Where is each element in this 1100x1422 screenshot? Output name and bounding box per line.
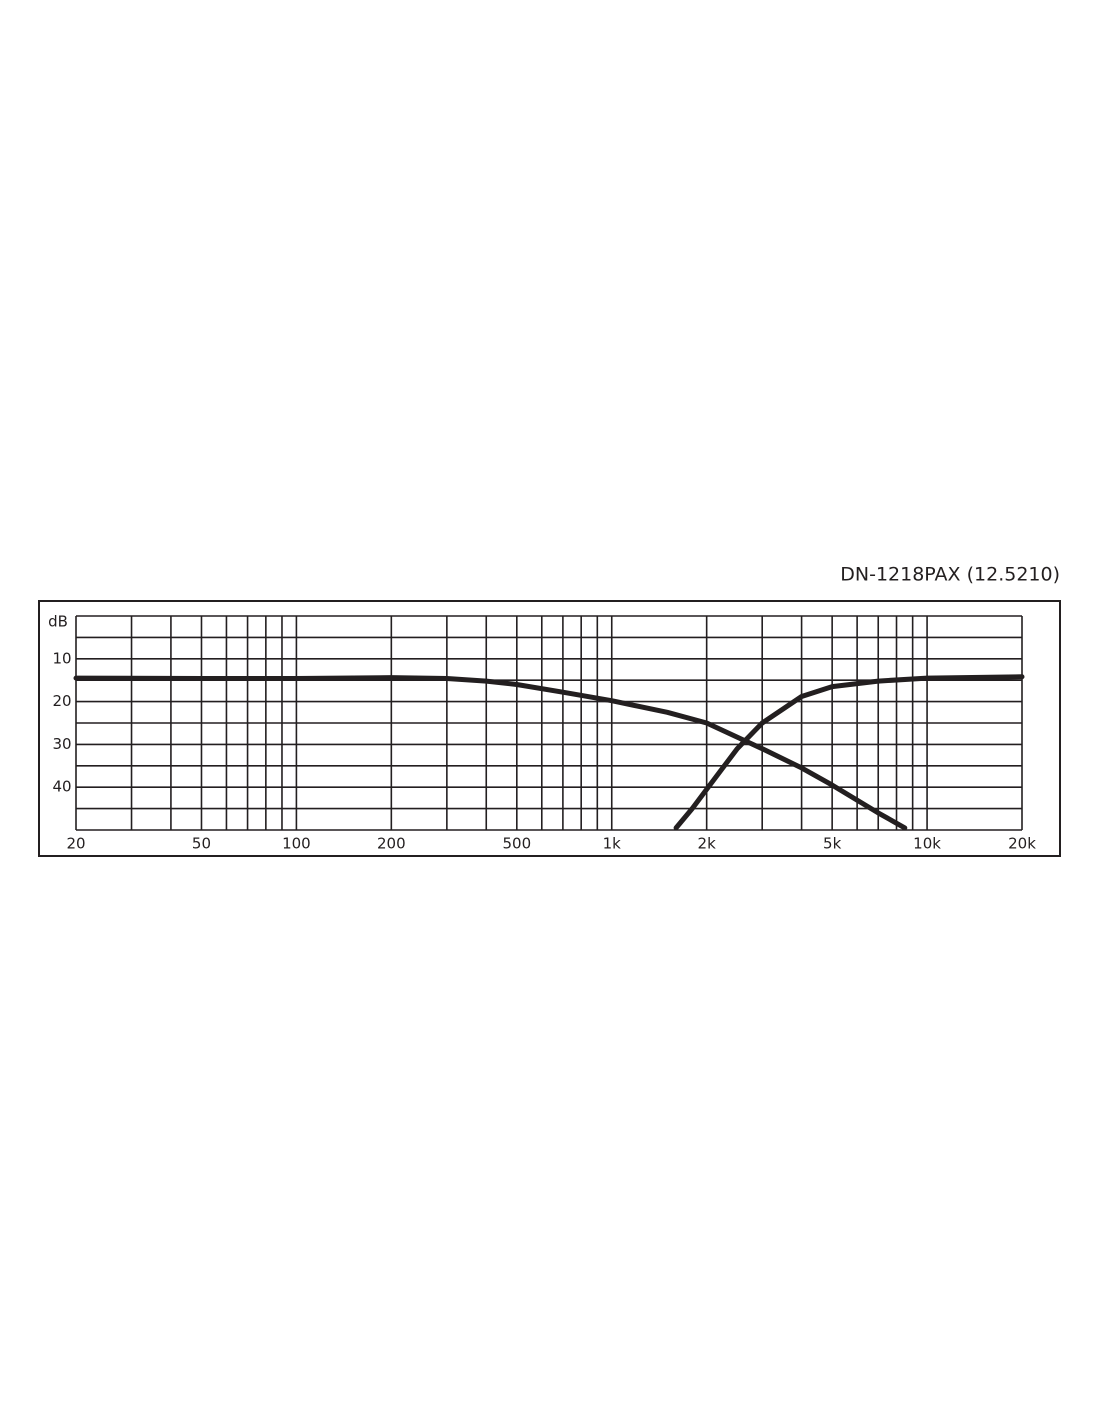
x-tick-label: 1k [603,835,622,853]
x-tick-label: 100 [282,835,311,853]
x-tick-label: 20k [1008,835,1036,853]
x-tick-label: 2k [698,835,717,853]
y-tick-label: 30 [52,735,71,753]
x-tick-label: 20 [66,835,85,853]
y-axis-label: dB [48,613,68,631]
y-tick-label: 20 [52,692,71,710]
response-curve [673,674,1025,831]
response-curve [73,675,908,831]
x-tick-label: 5k [823,835,842,853]
y-tick-label: 10 [52,649,71,667]
x-tick-label: 50 [192,835,211,853]
x-tick-label: 500 [502,835,531,853]
chart-frame [38,600,1061,857]
y-tick-label: 40 [52,778,71,796]
x-tick-label: 200 [377,835,406,853]
x-tick-label: 10k [913,835,941,853]
chart-title: DN-1218PAX (12.5210) [840,564,1060,586]
